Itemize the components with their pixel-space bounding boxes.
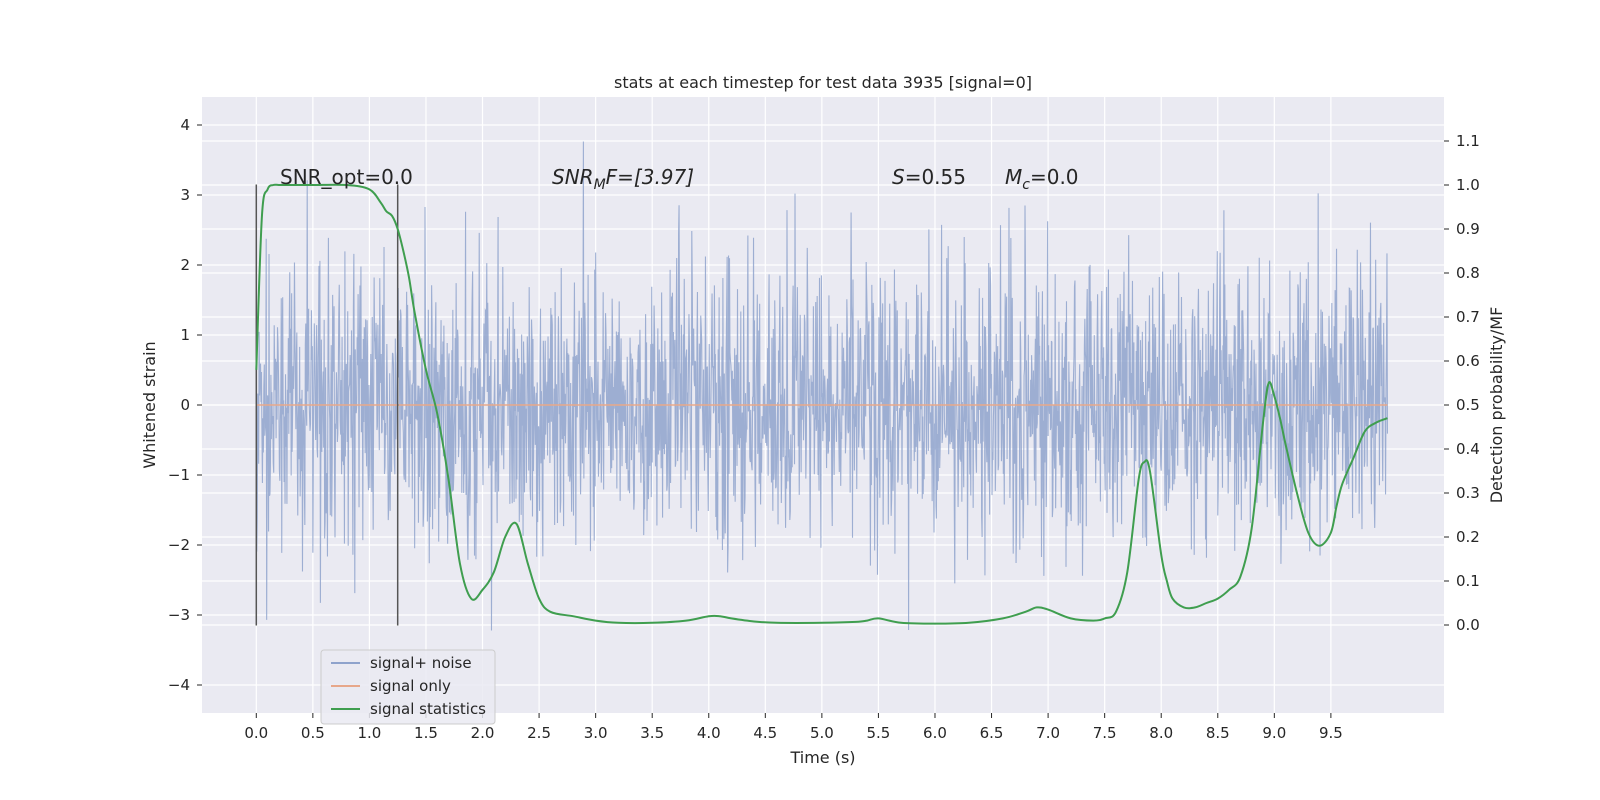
- y2-axis-ticks: 1.1 1.0 0.9 0.8 0.7 0.6 0.5 0.4 0.3 0.2 0.1 0.0: [1444, 132, 1480, 634]
- annotation-mc-rest: =0.0: [1030, 165, 1079, 189]
- x-tick-label: 1.0: [357, 724, 381, 742]
- series-signal-statistics: [255, 183, 1388, 625]
- chart-title: stats at each timestep for test data 393…: [614, 73, 1032, 92]
- x-tick-label: 4.0: [697, 724, 721, 742]
- legend-entry-signal-noise: signal+ noise: [370, 654, 472, 672]
- x-tick-label: 3.5: [640, 724, 664, 742]
- y2-tick-label: 0.6: [1456, 352, 1480, 370]
- annotation-snr-mf-sub: M: [594, 177, 606, 193]
- x-tick-label: 6.0: [923, 724, 947, 742]
- line-signal-statistics: [255, 183, 1388, 625]
- annotation-snr-mf: SNRMF=[3.97]: [552, 165, 694, 193]
- y2-tick-label: 0.4: [1456, 440, 1480, 458]
- x-tick-label: 9.5: [1319, 724, 1343, 742]
- annotation-snr-mf-rest: F=[3.97]: [606, 165, 694, 189]
- x-axis-label: Time (s): [789, 748, 855, 767]
- legend: signal+ noise signal only signal statist…: [320, 649, 496, 725]
- y-tick-label: −1: [168, 466, 190, 484]
- y-axis-ticks: 4 3 2 1 0 −1 −2 −3 −4: [168, 116, 202, 694]
- y-tick-label: −4: [168, 676, 190, 694]
- annotation-mc-base: M: [1005, 165, 1022, 189]
- y-tick-label: 3: [180, 186, 190, 204]
- line-signal-noise: [255, 141, 1388, 631]
- x-tick-label: 2.0: [471, 724, 495, 742]
- x-tick-label: 5.5: [866, 724, 890, 742]
- y2-tick-label: 0.9: [1456, 220, 1480, 238]
- annotation-mc-sub: c: [1022, 177, 1030, 193]
- x-tick-label: 4.5: [753, 724, 777, 742]
- y2-tick-label: 0.5: [1456, 396, 1480, 414]
- y-tick-label: 0: [180, 396, 190, 414]
- y2-tick-label: 0.0: [1456, 616, 1480, 634]
- y2-tick-label: 0.1: [1456, 572, 1480, 590]
- annotation-s-rest: =0.55: [905, 165, 966, 189]
- x-tick-label: 5.0: [810, 724, 834, 742]
- y2-tick-label: 1.0: [1456, 176, 1480, 194]
- y2-tick-label: 0.2: [1456, 528, 1480, 546]
- x-tick-label: 8.0: [1149, 724, 1173, 742]
- y-tick-label: −2: [168, 536, 190, 554]
- y2-tick-label: 0.3: [1456, 484, 1480, 502]
- x-axis-ticks: 0.0 0.5 1.0 1.5 2.0 2.5 3.0 3.5 4.0 4.5 5.0 5.5 6.0 6…: [244, 713, 1343, 742]
- x-tick-label: 7.0: [1036, 724, 1060, 742]
- y2-tick-label: 0.7: [1456, 308, 1480, 326]
- x-tick-label: 9.0: [1262, 724, 1286, 742]
- x-tick-label: 3.0: [584, 724, 608, 742]
- y2-tick-label: 1.1: [1456, 132, 1480, 150]
- y-tick-label: 2: [180, 256, 190, 274]
- legend-entry-signal-statistics: signal statistics: [370, 700, 486, 718]
- x-tick-label: 2.5: [527, 724, 551, 742]
- window-markers: [255, 184, 399, 626]
- annotation-s: S=0.55: [892, 165, 966, 189]
- x-tick-label: 1.5: [414, 724, 438, 742]
- y-tick-label: 4: [180, 116, 190, 134]
- y2-axis-label: Detection probability/MF: [1487, 307, 1506, 504]
- y-axis-label: Whitened strain: [140, 341, 159, 468]
- x-tick-label: 6.5: [980, 724, 1004, 742]
- annotation-mc: Mc=0.0: [1005, 165, 1079, 193]
- legend-entry-signal-only: signal only: [370, 677, 451, 695]
- x-tick-label: 7.5: [1093, 724, 1117, 742]
- annotation-snr-mf-base: SNR: [552, 165, 594, 189]
- y-tick-label: 1: [180, 326, 190, 344]
- x-tick-label: 0.5: [301, 724, 325, 742]
- x-tick-label: 8.5: [1206, 724, 1230, 742]
- annotation-snr-opt: SNR_opt=0.0: [280, 165, 413, 189]
- series-signal-noise: [255, 141, 1388, 631]
- y-tick-label: −3: [168, 606, 190, 624]
- legend-box: [320, 649, 496, 725]
- y2-tick-label: 0.8: [1456, 264, 1480, 282]
- annotation-s-base: S: [892, 165, 905, 189]
- x-tick-label: 0.0: [244, 724, 268, 742]
